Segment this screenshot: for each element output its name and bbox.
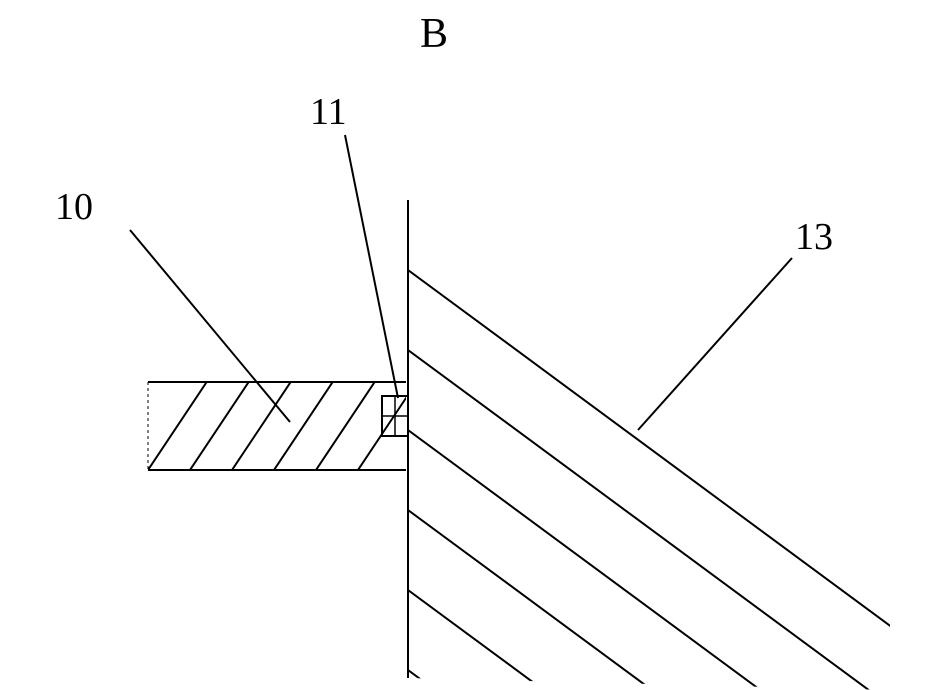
callout-11: 11: [310, 90, 347, 134]
left-block-group: [128, 350, 438, 500]
right-block-group: [408, 200, 945, 690]
callout-10: 10: [55, 185, 93, 229]
callout-13: 13: [795, 215, 833, 259]
diagram-svg: [0, 0, 945, 690]
view-label-B: B: [420, 10, 448, 58]
leader-lines: [130, 135, 792, 430]
